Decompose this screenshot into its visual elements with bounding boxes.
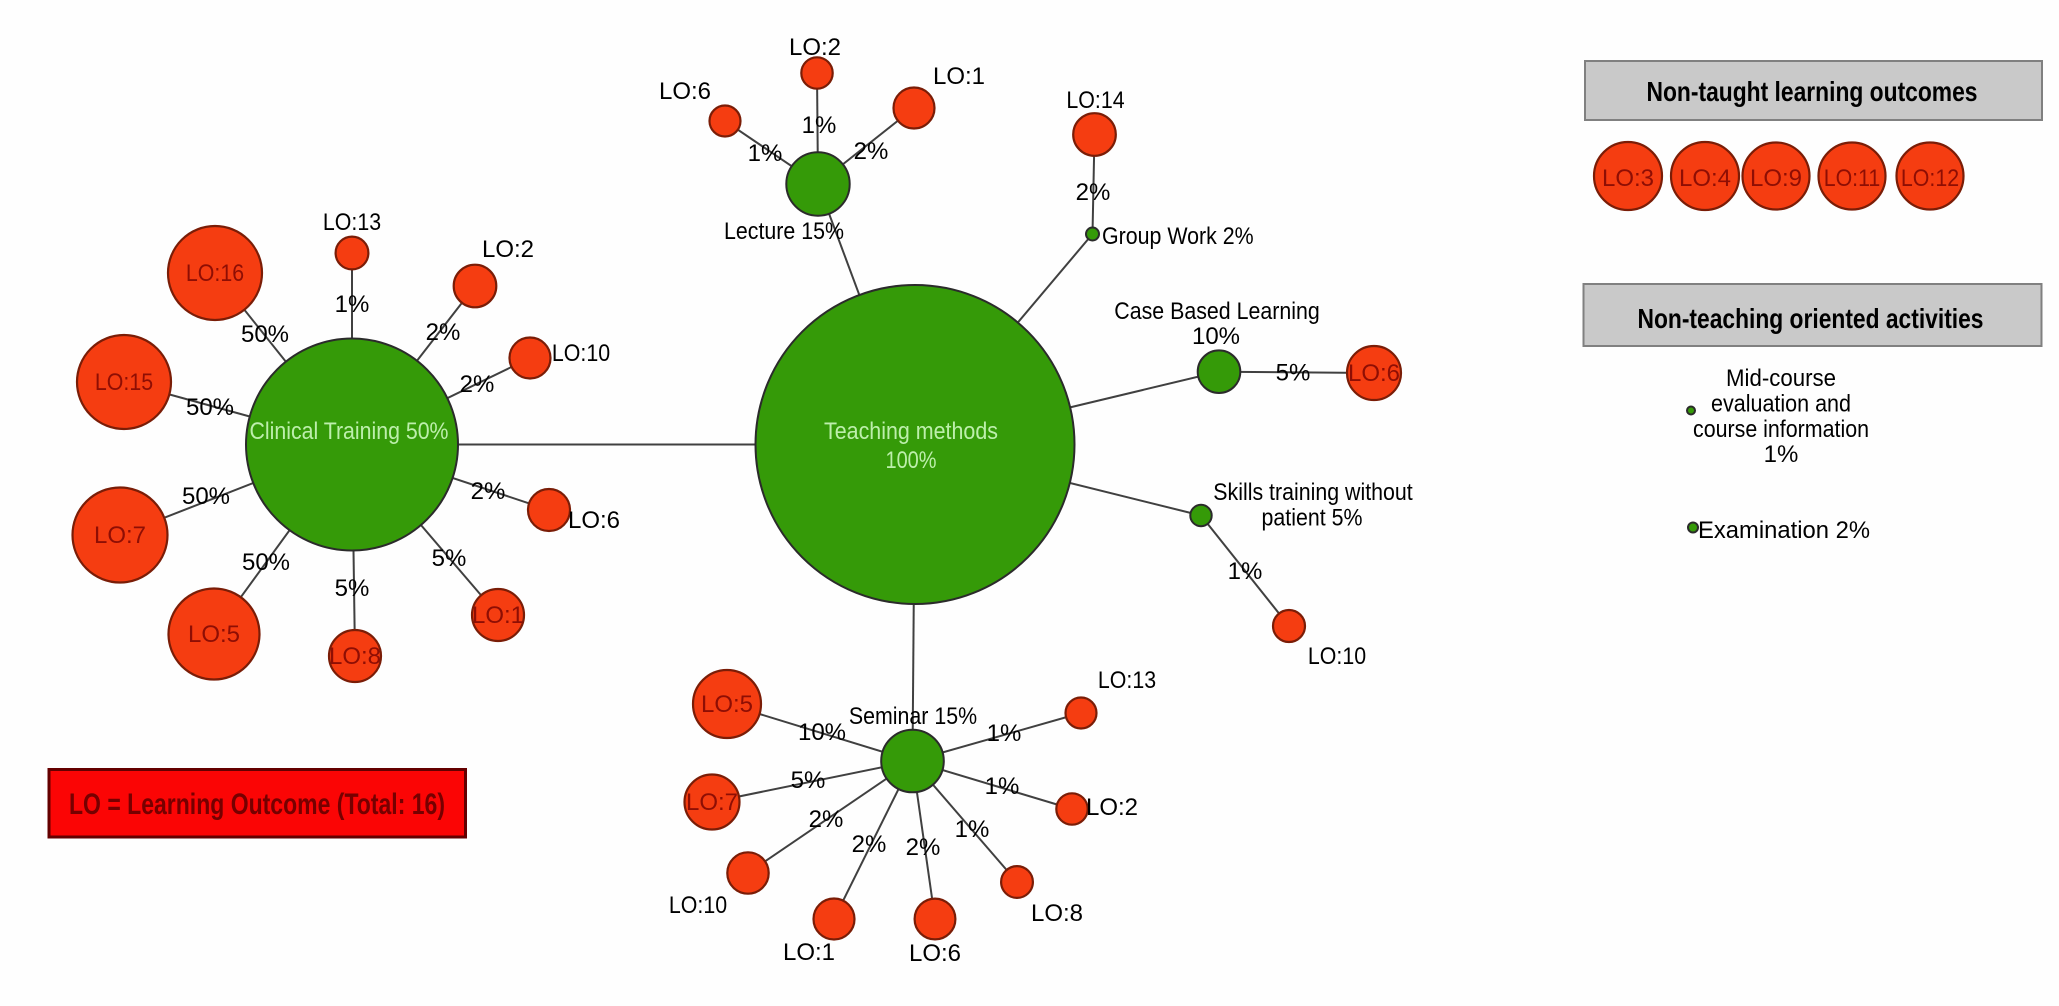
svg-text:LO = Learning Outcome (Total:: LO = Learning Outcome (Total: 16) (69, 788, 445, 821)
svg-text:evaluation and: evaluation and (1711, 391, 1851, 418)
svg-text:5%: 5% (335, 575, 370, 602)
svg-text:LO:11: LO:11 (1824, 165, 1881, 192)
svg-text:LO:13: LO:13 (1098, 667, 1156, 694)
svg-text:1%: 1% (985, 773, 1020, 800)
svg-text:1%: 1% (802, 112, 837, 139)
svg-text:LO:10: LO:10 (669, 892, 727, 919)
svg-text:5%: 5% (1276, 360, 1311, 387)
svg-text:10%: 10% (1192, 323, 1240, 350)
svg-text:LO:12: LO:12 (1901, 165, 1959, 192)
svg-text:Skills training without: Skills training without (1213, 479, 1413, 506)
svg-text:LO:13: LO:13 (323, 209, 381, 236)
svg-text:Seminar 15%: Seminar 15% (849, 703, 977, 730)
svg-text:2%: 2% (460, 371, 495, 398)
svg-text:5%: 5% (791, 767, 826, 794)
svg-text:course information: course information (1693, 416, 1869, 443)
svg-text:1%: 1% (955, 816, 990, 843)
svg-text:LO:6: LO:6 (568, 507, 620, 534)
svg-text:2%: 2% (852, 831, 887, 858)
svg-text:Group Work 2%: Group Work 2% (1102, 223, 1254, 250)
svg-text:LO:8: LO:8 (329, 643, 381, 670)
svg-text:1%: 1% (987, 720, 1022, 747)
svg-text:50%: 50% (241, 321, 289, 348)
svg-text:50%: 50% (186, 394, 234, 421)
svg-text:LO:2: LO:2 (482, 236, 534, 263)
svg-text:Non-teaching oriented activiti: Non-teaching oriented activities (1638, 303, 1984, 334)
svg-text:LO:8: LO:8 (1031, 900, 1083, 927)
svg-text:LO:15: LO:15 (95, 369, 153, 396)
svg-text:LO:1: LO:1 (472, 602, 524, 629)
svg-text:Mid-course: Mid-course (1726, 365, 1836, 392)
svg-text:1%: 1% (335, 291, 370, 318)
svg-text:LO:2: LO:2 (1086, 794, 1138, 821)
svg-text:LO:4: LO:4 (1679, 165, 1731, 192)
svg-text:100%: 100% (886, 447, 937, 474)
svg-text:1%: 1% (748, 140, 783, 167)
svg-text:Clinical Training 50%: Clinical Training 50% (250, 418, 449, 445)
svg-text:1%: 1% (1228, 558, 1263, 585)
svg-text:Lecture 15%: Lecture 15% (724, 218, 844, 245)
svg-text:LO:6: LO:6 (1348, 360, 1400, 387)
svg-text:2%: 2% (809, 806, 844, 833)
svg-text:Non-taught learning outcomes: Non-taught learning outcomes (1647, 76, 1978, 107)
svg-text:10%: 10% (798, 719, 846, 746)
svg-text:LO:7: LO:7 (94, 522, 146, 549)
svg-text:2%: 2% (426, 319, 461, 346)
svg-text:2%: 2% (471, 478, 506, 505)
svg-text:LO:7: LO:7 (686, 789, 738, 816)
svg-text:50%: 50% (182, 483, 230, 510)
svg-text:LO:6: LO:6 (909, 940, 961, 967)
svg-text:50%: 50% (242, 549, 290, 576)
svg-text:LO:3: LO:3 (1602, 165, 1654, 192)
svg-text:LO:9: LO:9 (1750, 165, 1802, 192)
svg-text:Case Based Learning: Case Based Learning (1114, 298, 1319, 325)
svg-text:LO:6: LO:6 (659, 78, 711, 105)
svg-text:LO:2: LO:2 (789, 34, 841, 61)
svg-text:LO:10: LO:10 (1308, 643, 1366, 670)
svg-text:LO:16: LO:16 (186, 260, 244, 287)
svg-text:2%: 2% (1076, 179, 1111, 206)
svg-text:Teaching methods: Teaching methods (824, 418, 998, 445)
svg-text:LO:1: LO:1 (783, 939, 835, 966)
svg-text:LO:14: LO:14 (1066, 87, 1124, 114)
svg-text:patient 5%: patient 5% (1262, 505, 1363, 532)
svg-text:1%: 1% (1764, 441, 1799, 468)
svg-text:2%: 2% (906, 834, 941, 861)
svg-text:LO:10: LO:10 (552, 340, 610, 367)
svg-text:LO:5: LO:5 (188, 621, 240, 648)
svg-text:LO:5: LO:5 (701, 691, 753, 718)
svg-text:LO:1: LO:1 (933, 63, 985, 90)
svg-text:Examination 2%: Examination 2% (1698, 517, 1870, 544)
svg-text:2%: 2% (854, 138, 889, 165)
svg-text:5%: 5% (432, 545, 467, 572)
